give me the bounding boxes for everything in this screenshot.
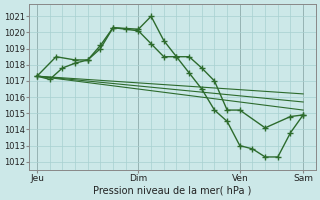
X-axis label: Pression niveau de la mer( hPa ): Pression niveau de la mer( hPa )	[93, 186, 252, 196]
